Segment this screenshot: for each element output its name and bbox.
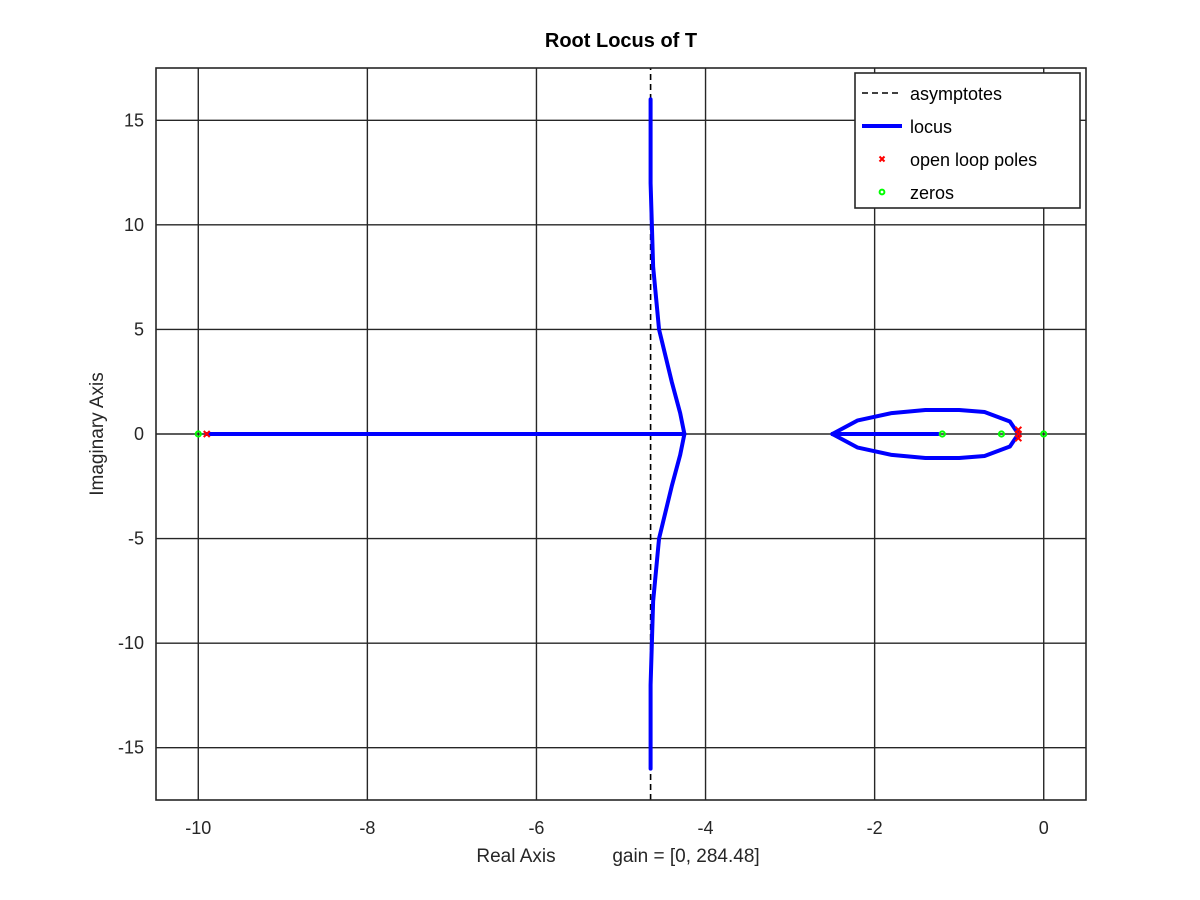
zero-marker: [938, 430, 946, 438]
chart-title: Root Locus of T: [545, 30, 697, 52]
pole-marker: [1014, 426, 1023, 434]
y-tick-label: -15: [118, 738, 144, 758]
x-tick-label: -8: [359, 818, 375, 838]
legend-swatch-poles: [878, 155, 886, 163]
tick-labels: -10 -8 -6 -4 -2 0 -15 -10 -5 0 5 10 15: [118, 110, 1049, 838]
y-tick-label: 0: [134, 424, 144, 444]
x-axis-label: Real Axis: [476, 846, 555, 867]
zero-marker: [997, 430, 1006, 438]
zero-marker: [1040, 430, 1048, 438]
legend-label: zeros: [910, 183, 954, 203]
locus-branch: [830, 432, 1021, 461]
pole-marker: [1014, 434, 1023, 442]
x-tick-label: 0: [1039, 818, 1049, 838]
y-tick-label: 15: [124, 110, 144, 130]
y-tick-label: 10: [124, 215, 144, 235]
legend-item: locus: [862, 117, 952, 137]
legend: asymptotes locus open loop poles zeros: [854, 72, 1081, 209]
legend-label: locus: [910, 117, 952, 137]
legend-item: open loop poles: [878, 150, 1037, 170]
y-tick-label: 5: [134, 319, 144, 339]
pole-marker: [203, 430, 211, 438]
locus-branch: [648, 432, 687, 771]
y-tick-label: -5: [128, 529, 144, 549]
legend-swatch-zeros: [878, 188, 886, 196]
x-tick-label: -6: [528, 818, 544, 838]
legend-box: [854, 72, 1081, 209]
y-axis-label: Imaginary Axis: [87, 372, 108, 496]
plot-frame: [155, 67, 1087, 801]
plot-data: [194, 68, 1048, 800]
y-tick-label: -10: [118, 633, 144, 653]
legend-item: asymptotes: [862, 84, 1002, 104]
x-tick-label: -2: [867, 818, 883, 838]
x-tick-label: -4: [698, 818, 714, 838]
legend-label: open loop poles: [910, 150, 1037, 170]
zero-marker: [194, 430, 202, 438]
legend-item: zeros: [878, 183, 954, 203]
locus-branch: [830, 407, 1021, 436]
legend-label: asymptotes: [910, 84, 1002, 104]
gain-label: gain = [0, 284.48]: [612, 846, 759, 867]
x-tick-label: -10: [185, 818, 211, 838]
locus-branch: [648, 97, 687, 436]
